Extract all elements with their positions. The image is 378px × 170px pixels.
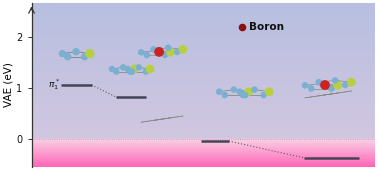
Point — [127, 70, 133, 73]
Point — [156, 50, 162, 53]
Point — [59, 52, 65, 55]
Point — [109, 68, 115, 70]
Point — [237, 90, 243, 93]
Text: $\pi^*_1$: $\pi^*_1$ — [48, 78, 60, 92]
Point — [144, 54, 150, 56]
Point — [216, 90, 222, 93]
Point — [222, 94, 228, 97]
Point — [129, 70, 135, 73]
Point — [138, 51, 144, 54]
Point — [87, 52, 93, 55]
Point — [316, 81, 322, 83]
Point — [246, 90, 252, 93]
Point — [65, 55, 71, 58]
Point — [308, 87, 314, 90]
Point — [266, 90, 272, 93]
Point — [162, 54, 168, 56]
Point — [131, 68, 137, 70]
Point — [332, 79, 338, 82]
Point — [328, 87, 335, 90]
Point — [147, 68, 153, 70]
Point — [302, 84, 308, 87]
Point — [242, 94, 248, 97]
Point — [260, 94, 266, 97]
Point — [125, 68, 131, 70]
Y-axis label: VAE (eV): VAE (eV) — [3, 63, 14, 107]
Point — [150, 48, 156, 51]
Point — [136, 66, 142, 69]
Point — [240, 94, 246, 97]
Point — [73, 50, 79, 53]
Point — [174, 50, 180, 53]
Text: Boron: Boron — [249, 22, 284, 32]
Point — [153, 49, 159, 52]
Point — [113, 70, 119, 73]
Point — [120, 66, 126, 69]
Point — [335, 84, 341, 87]
Point — [165, 46, 171, 49]
Point — [180, 48, 186, 51]
Point — [167, 51, 174, 54]
Point — [349, 81, 355, 83]
Point — [143, 70, 149, 73]
Point — [251, 88, 257, 91]
Point — [231, 88, 237, 91]
Point — [82, 55, 88, 58]
Point — [318, 82, 324, 85]
Point — [342, 84, 348, 86]
Point — [322, 84, 328, 86]
